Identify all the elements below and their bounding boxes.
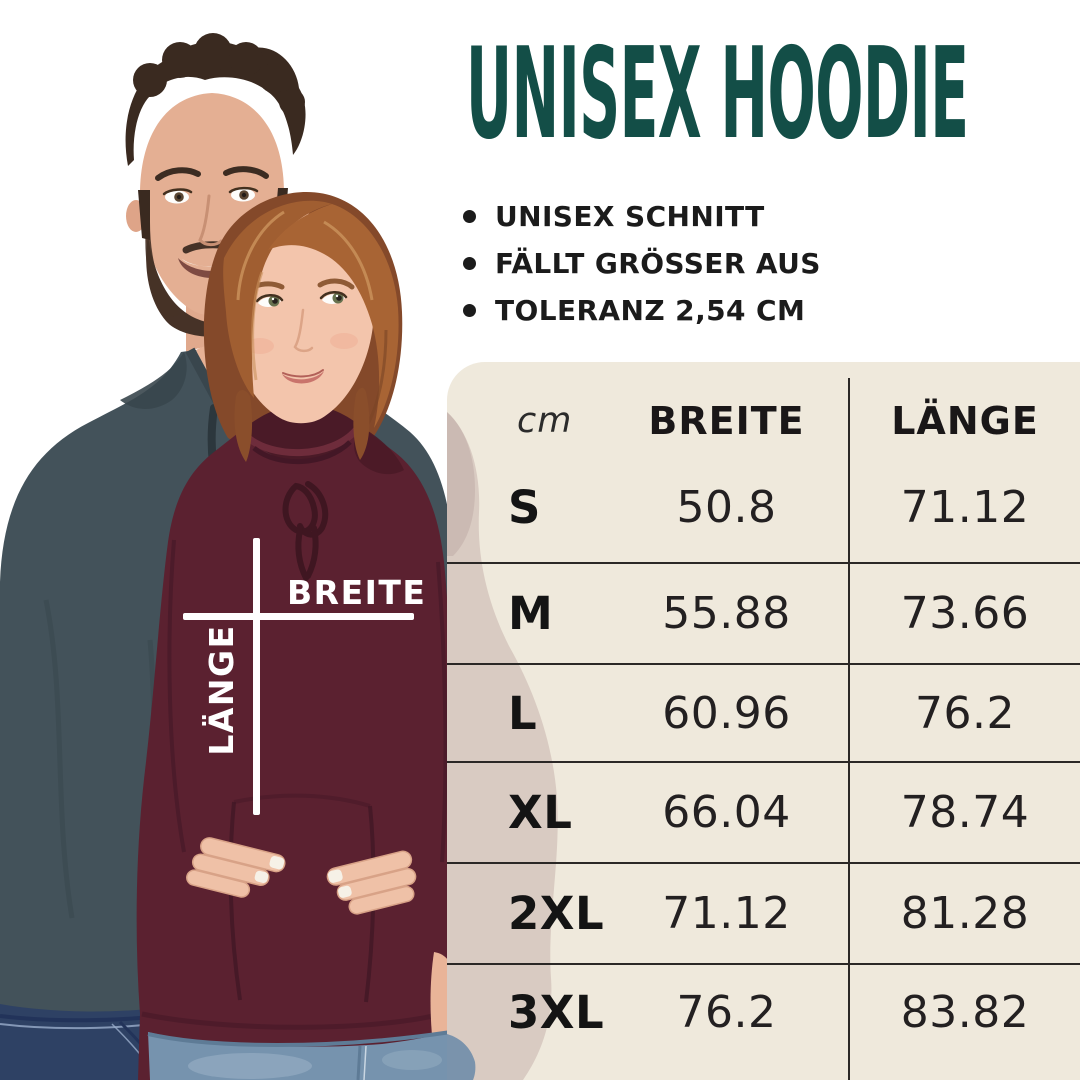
length-value: 78.74 xyxy=(900,787,1030,838)
size-label: XL xyxy=(508,786,573,839)
bullet-icon xyxy=(463,210,476,223)
feature-text: UNISEX SCHNITT xyxy=(495,200,765,233)
length-value: 76.2 xyxy=(915,687,1015,739)
size-label: L xyxy=(508,686,538,740)
measurement-cross: BREITE LÄNGE xyxy=(183,538,426,815)
column-divider xyxy=(848,378,850,1080)
size-label: M xyxy=(508,587,554,640)
table-row: S 50.8 71.12 xyxy=(447,452,1080,564)
column-header-width: BREITE xyxy=(648,399,805,443)
size-label: 2XL xyxy=(508,887,605,940)
width-value: 66.04 xyxy=(662,787,791,838)
bullet-icon xyxy=(463,257,476,270)
woman-right-hand xyxy=(326,850,417,915)
width-value: 60.96 xyxy=(662,687,791,739)
length-value: 71.12 xyxy=(900,481,1030,533)
length-value: 81.28 xyxy=(900,888,1030,939)
feature-item: UNISEX SCHNITT xyxy=(463,193,821,240)
woman-hair xyxy=(223,200,399,462)
feature-text: FÄLLT GRÖSSER AUS xyxy=(495,247,821,280)
woman-jeans xyxy=(147,1030,452,1080)
bullet-icon xyxy=(463,304,476,317)
feature-item: TOLERANZ 2,54 CM xyxy=(463,287,821,334)
size-table-panel: cm BREITE LÄNGE S 50.8 71.12 M 55.88 73.… xyxy=(447,362,1080,1080)
table-row: XL 66.04 78.74 xyxy=(447,763,1080,864)
size-table: cm BREITE LÄNGE S 50.8 71.12 M 55.88 73.… xyxy=(447,362,1080,1080)
width-value: 55.88 xyxy=(662,588,791,639)
table-header-row: cm BREITE LÄNGE xyxy=(447,362,1080,452)
feature-text: TOLERANZ 2,54 CM xyxy=(495,294,806,327)
unit-label: cm xyxy=(517,401,573,441)
woman-left-hand xyxy=(186,837,286,898)
size-label: S xyxy=(508,480,541,534)
length-value: 73.66 xyxy=(900,588,1030,639)
length-label: LÄNGE xyxy=(201,624,241,755)
width-line xyxy=(183,613,414,620)
size-label: 3XL xyxy=(508,986,605,1039)
models-photo: BREITE LÄNGE xyxy=(0,33,455,1080)
woman-model xyxy=(136,192,454,1080)
column-header-length: LÄNGE xyxy=(891,399,1039,443)
page-title: UNISEX HOODIE xyxy=(466,20,969,167)
table-row: 2XL 71.12 81.28 xyxy=(447,864,1080,965)
feature-item: FÄLLT GRÖSSER AUS xyxy=(463,240,821,287)
table-row: M 55.88 73.66 xyxy=(447,564,1080,665)
length-line xyxy=(253,538,260,815)
feature-list: UNISEX SCHNITT FÄLLT GRÖSSER AUS TOLERAN… xyxy=(463,193,821,334)
woman-drawstring-bow xyxy=(282,481,329,581)
width-value: 76.2 xyxy=(676,987,777,1038)
model-shadow-overlay xyxy=(447,412,558,1080)
width-value: 71.12 xyxy=(662,888,791,939)
length-value: 83.82 xyxy=(900,987,1030,1038)
maroon-hoodie xyxy=(136,426,454,1080)
width-label: BREITE xyxy=(287,573,426,612)
table-row: L 60.96 76.2 xyxy=(447,665,1080,763)
table-row: 3XL 76.2 83.82 xyxy=(447,965,1080,1080)
width-value: 50.8 xyxy=(676,481,777,533)
